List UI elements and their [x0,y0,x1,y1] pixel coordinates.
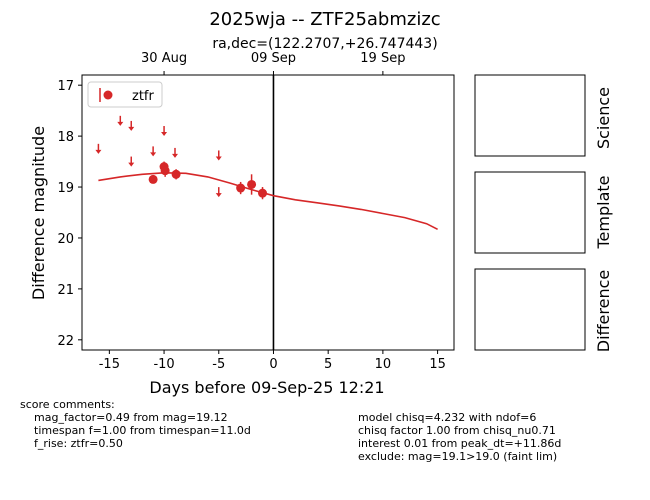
upper-limit-head [215,156,222,161]
upper-limit-head [150,152,157,157]
model-curve [98,171,438,231]
model-comment-line: model chisq=4.232 with ndof=6 [358,411,537,424]
plot-frame [81,74,455,351]
upper-limit-head [215,193,222,198]
template-label: Template [594,175,613,249]
x-tick-label: -5 [212,357,225,372]
detection-marker [236,183,246,193]
score-comment-line: mag_factor=0.49 from mag=19.12 [34,411,228,424]
legend-marker [103,90,113,100]
detection-point [160,164,170,177]
model-comment-line: interest 0.01 from peak_dt=+11.86d [358,437,562,450]
legend-box [87,81,163,108]
detection-marker [258,188,268,198]
upper-limit-arrow [117,115,124,126]
score-comments: score comments: mag_factor=0.49 from mag… [20,398,251,450]
upper-limit-head [172,153,178,158]
upper-limit-arrow [128,156,135,167]
template-thumbnail [474,171,586,254]
model-comment-line: chisq factor 1.00 from chisq_nu0.71 [358,424,556,437]
y-tick-label: 21 [57,283,74,298]
x-axis-label: Days before 09-Sep-25 12:21 [149,378,384,397]
upper-limit-head [128,126,135,131]
upper-limit-head [117,121,124,126]
difference-label: Difference [594,270,613,352]
upper-limit-arrow [150,146,157,157]
upper-limit-arrow [95,143,102,154]
score-comment-line: f_rise: ztfr=0.50 [34,437,123,450]
detection-point [236,181,246,195]
top-axis-tick-label: 09 Sep [251,51,296,66]
upper-limit-arrow [215,187,222,198]
y-tick-label: 17 [57,79,74,94]
y-axis-label: Difference magnitude [29,126,48,300]
x-tick-label: -10 [153,357,174,372]
detection-point [171,169,181,180]
detection-marker [171,169,181,179]
x-tick-label: -15 [99,357,120,372]
detection-marker [160,166,170,176]
chart-title: 2025wja -- ZTF25abmzizc [209,9,440,30]
upper-limit-arrow [128,120,135,131]
x-tick-label: 15 [429,357,446,372]
legend: ztfr [87,81,163,108]
y-tick-label: 18 [57,130,74,145]
y-tick-label: 22 [57,334,74,349]
plot-area: -15 -10 -5 0 5 10 15 17 18 19 20 21 22 30 Aug 09 Sep 19… [57,51,445,372]
score-comments-heading: score comments: [20,398,115,411]
x-tick-label: 5 [324,357,332,372]
upper-limit-arrow [172,147,178,158]
score-comment-line: timespan f=1.00 from timespan=11.0d [34,424,251,437]
difference-thumbnail [474,268,586,351]
detection-point [247,174,257,195]
upper-limit-head [128,162,135,167]
upper-limit-head [95,149,102,154]
upper-limit-arrow [161,126,168,137]
top-axis-tick-label: 19 Sep [360,51,405,66]
chart-subtitle: ra,dec=(122.2707,+26.747443) [212,36,437,52]
detection-point [148,174,158,184]
science-thumbnail [474,74,586,157]
detection-point [258,187,268,200]
legend-label: ztfr [132,89,154,104]
y-tick-label: 20 [57,232,74,247]
detection-marker [148,174,158,184]
science-label: Science [594,87,613,149]
top-axis-tick-label: 30 Aug [141,51,187,66]
upper-limit-head [161,132,168,137]
x-tick-label: 10 [375,357,392,372]
detection-marker [247,179,257,189]
x-tick-label: 0 [269,357,277,372]
model-comments: model chisq=4.232 with ndof=6 chisq fact… [358,411,561,463]
model-comment-line: exclude: mag=19.1>19.0 (faint lim) [358,450,558,463]
y-tick-label: 19 [57,181,74,196]
upper-limit-arrow [215,150,222,161]
